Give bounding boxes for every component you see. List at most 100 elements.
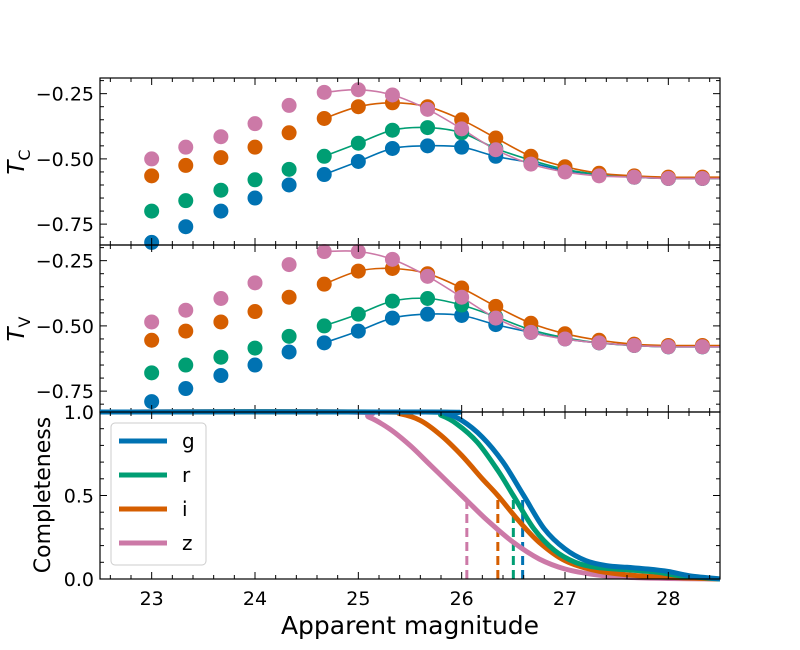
point-z — [178, 302, 194, 318]
y-tick-label: 1.0 — [64, 402, 94, 424]
xlabel-apparent-magnitude: Apparent magnitude — [281, 611, 539, 640]
point-i — [178, 323, 194, 339]
point-i — [281, 289, 297, 305]
point-z — [557, 164, 573, 180]
y-tick-label: 0.0 — [64, 569, 94, 591]
point-i — [316, 276, 332, 292]
point-g — [350, 154, 366, 169]
point-g — [384, 140, 400, 156]
point-g — [281, 344, 297, 360]
point-g — [384, 310, 400, 326]
point-z — [454, 121, 470, 137]
x-tick-label: 24 — [243, 588, 267, 610]
point-r — [178, 193, 194, 209]
y-tick-label: −0.75 — [36, 214, 94, 236]
point-z — [420, 268, 436, 284]
point-r — [247, 172, 263, 188]
point-i — [316, 110, 332, 126]
point-i — [247, 304, 263, 320]
x-tick-label: 23 — [140, 588, 164, 610]
panel-tv: −0.25 −0.50 −0.75 TV — [4, 244, 721, 413]
point-g — [213, 367, 229, 383]
panel-tc: −0.25 −0.50 −0.75 TC — [4, 77, 721, 250]
y-tick-label: −0.75 — [36, 381, 94, 403]
point-z — [178, 139, 194, 155]
point-g — [454, 139, 470, 155]
y-tick-label: −0.50 — [36, 149, 94, 171]
point-g — [213, 203, 229, 219]
point-z — [694, 339, 710, 355]
point-z — [144, 314, 160, 330]
point-i — [488, 130, 504, 146]
point-z — [350, 82, 366, 98]
legend-label-r: r — [182, 463, 191, 487]
point-r — [178, 357, 194, 373]
point-z — [626, 337, 642, 353]
point-r — [144, 203, 160, 219]
point-z — [660, 170, 676, 186]
point-i — [350, 99, 366, 115]
x-tick-label: 27 — [553, 588, 577, 610]
y-tick-label: −0.25 — [36, 251, 94, 273]
fit-curve-i — [323, 267, 720, 347]
point-r — [281, 161, 297, 177]
point-g — [420, 138, 436, 154]
point-r — [350, 135, 366, 151]
point-g — [316, 335, 332, 351]
ylabel-tc: TC — [4, 149, 34, 174]
point-r — [384, 293, 400, 309]
legend-label-g: g — [182, 429, 195, 453]
fit-curve-g — [323, 144, 720, 180]
point-z — [454, 289, 470, 305]
point-z — [247, 116, 263, 132]
point-g — [178, 219, 194, 235]
point-z — [591, 168, 607, 184]
point-z — [281, 257, 297, 273]
x-tick-label: 25 — [346, 588, 370, 610]
point-r — [316, 148, 332, 164]
y-tick-label: −0.50 — [36, 316, 94, 338]
point-z — [247, 275, 263, 291]
y-tick-label: 0.5 — [64, 486, 94, 508]
point-r — [247, 340, 263, 356]
point-i — [178, 157, 194, 173]
point-g — [316, 167, 332, 183]
fit-curve-i — [323, 101, 720, 179]
point-g — [247, 357, 263, 373]
completeness-curve-z — [99, 409, 721, 582]
point-z — [213, 290, 229, 306]
point-z — [523, 324, 539, 340]
point-g — [454, 307, 470, 323]
point-z — [694, 170, 710, 186]
point-z — [488, 310, 504, 326]
point-i — [247, 139, 263, 155]
point-z — [384, 87, 400, 103]
fit-curve-r — [323, 297, 720, 348]
point-r — [281, 328, 297, 344]
point-i — [488, 298, 504, 314]
ylabel-tv: TV — [4, 316, 34, 341]
point-z — [213, 129, 229, 145]
point-i — [281, 125, 297, 141]
legend-label-z: z — [182, 531, 193, 555]
point-g — [144, 394, 160, 410]
point-z — [660, 339, 676, 355]
point-g — [420, 306, 436, 322]
ylabel-completeness: Completeness — [31, 417, 56, 573]
point-r — [420, 120, 436, 136]
fit-curve-z — [324, 250, 720, 348]
point-r — [420, 290, 436, 306]
point-r — [213, 182, 229, 198]
point-z — [384, 251, 400, 267]
legend-label-i: i — [182, 497, 188, 521]
point-g — [281, 177, 297, 193]
point-z — [626, 169, 642, 185]
point-z — [281, 97, 297, 113]
point-r — [144, 365, 160, 381]
y-tick-label: −0.25 — [36, 84, 94, 106]
point-g — [178, 381, 194, 397]
point-g — [350, 323, 366, 339]
point-r — [384, 122, 400, 138]
